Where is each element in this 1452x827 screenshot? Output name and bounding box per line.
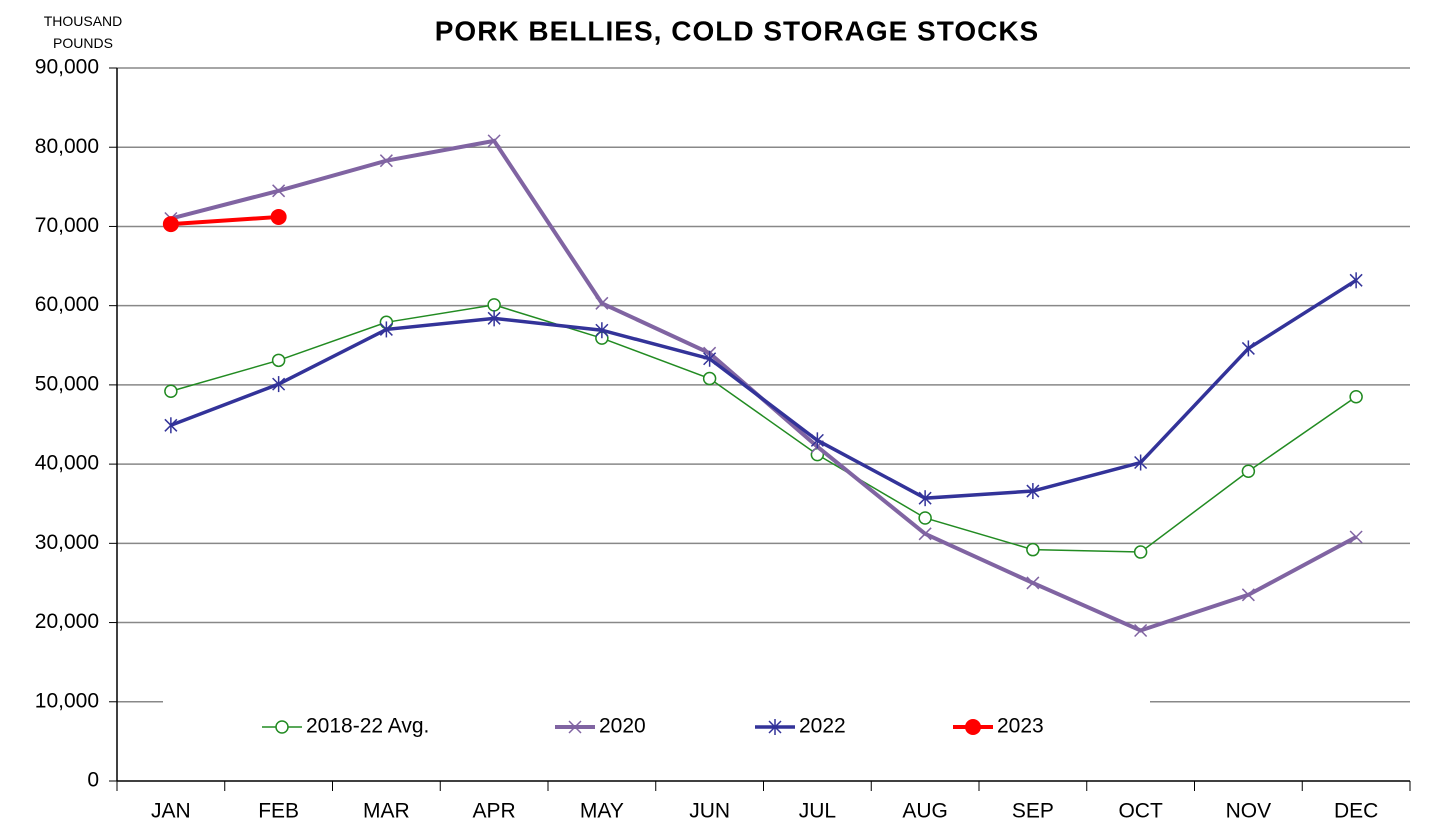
marker — [1349, 530, 1363, 544]
marker — [1026, 483, 1040, 500]
series-line — [170, 304, 1357, 553]
legend-label: 2020 — [599, 715, 646, 738]
marker-stroke — [487, 134, 501, 148]
marker — [270, 208, 287, 225]
y-tick-label: 70,000 — [35, 214, 99, 237]
marker — [1349, 390, 1363, 404]
x-tick-label: APR — [473, 800, 516, 823]
marker — [568, 720, 582, 734]
marker-circle — [1133, 545, 1148, 559]
x-tick-label: SEP — [1012, 800, 1054, 823]
marker — [272, 184, 286, 198]
marker-dot — [162, 216, 179, 233]
legend-label: 2022 — [799, 715, 846, 738]
marker — [487, 298, 501, 312]
marker — [918, 527, 932, 541]
marker — [1026, 542, 1040, 557]
marker — [487, 310, 501, 327]
x-tick-label: MAR — [363, 800, 410, 823]
y-tick-label: 20,000 — [35, 610, 99, 633]
chart-title: PORK BELLIES, COLD STORAGE STOCKS — [435, 15, 1039, 46]
marker-circle — [1349, 390, 1363, 404]
x-tick-label: MAY — [580, 800, 624, 823]
series-line — [170, 278, 1358, 500]
x-tick-label: JAN — [151, 800, 191, 823]
marker — [275, 720, 289, 734]
marker — [1241, 340, 1255, 357]
marker — [703, 350, 717, 367]
marker — [379, 321, 393, 338]
marker-stroke — [595, 296, 609, 310]
marker-circle — [164, 384, 178, 398]
marker — [164, 384, 178, 398]
marker — [1349, 272, 1363, 289]
x-tick-label: AUG — [902, 800, 948, 823]
marker-stroke — [1026, 576, 1040, 590]
marker-stroke — [568, 720, 582, 734]
marker — [918, 490, 932, 507]
marker — [1134, 623, 1148, 638]
marker-dot — [270, 208, 287, 225]
y-tick-label: 10,000 — [35, 689, 99, 712]
marker — [1241, 464, 1256, 478]
y-tick-label: 40,000 — [35, 452, 99, 475]
y-tick-label: 80,000 — [35, 135, 99, 158]
x-tick-label: JUL — [799, 800, 836, 823]
legend-label: 2023 — [997, 715, 1044, 738]
marker — [965, 719, 981, 735]
marker — [271, 353, 286, 368]
marker-circle — [271, 353, 286, 368]
marker-circle — [918, 511, 932, 525]
marker-circle — [487, 298, 501, 312]
marker-stroke — [1241, 588, 1255, 602]
marker — [272, 376, 286, 393]
x-tick-label: FEB — [258, 800, 299, 823]
marker-stroke — [918, 527, 932, 541]
x-tick-label: NOV — [1226, 800, 1272, 823]
marker — [1026, 576, 1040, 590]
y-tick-label: 90,000 — [35, 56, 99, 79]
y-axis-label: THOUSAND POUNDS — [43, 13, 123, 51]
marker-circle — [275, 720, 289, 734]
marker — [595, 322, 609, 339]
marker-circle — [702, 371, 717, 386]
marker-stroke — [1349, 530, 1363, 544]
marker — [810, 432, 824, 449]
x-tick-label: JUN — [689, 800, 730, 823]
series-line — [170, 138, 1358, 633]
series-line — [170, 214, 279, 227]
legend-label: 2018-22 Avg. — [306, 715, 429, 738]
y-tick-label: 0 — [87, 769, 99, 792]
x-tick-label: DEC — [1334, 800, 1378, 823]
marker-stroke — [272, 184, 286, 198]
marker — [595, 296, 609, 310]
marker — [1241, 588, 1255, 602]
y-tick-label: 60,000 — [35, 293, 99, 316]
marker — [487, 134, 501, 148]
marker — [1133, 545, 1148, 559]
marker — [702, 371, 717, 386]
y-tick-label: 30,000 — [35, 531, 99, 554]
marker — [162, 216, 179, 233]
marker — [379, 154, 393, 168]
marker — [164, 417, 178, 434]
marker-circle — [1026, 542, 1040, 557]
y-tick-label: 50,000 — [35, 372, 99, 395]
marker-circle — [1241, 464, 1256, 478]
marker — [1134, 454, 1148, 471]
marker-dot — [965, 719, 981, 735]
marker — [768, 719, 782, 735]
marker-stroke — [379, 154, 393, 168]
marker — [918, 511, 932, 525]
x-tick-label: OCT — [1118, 800, 1163, 823]
marker-stroke — [1134, 623, 1148, 638]
